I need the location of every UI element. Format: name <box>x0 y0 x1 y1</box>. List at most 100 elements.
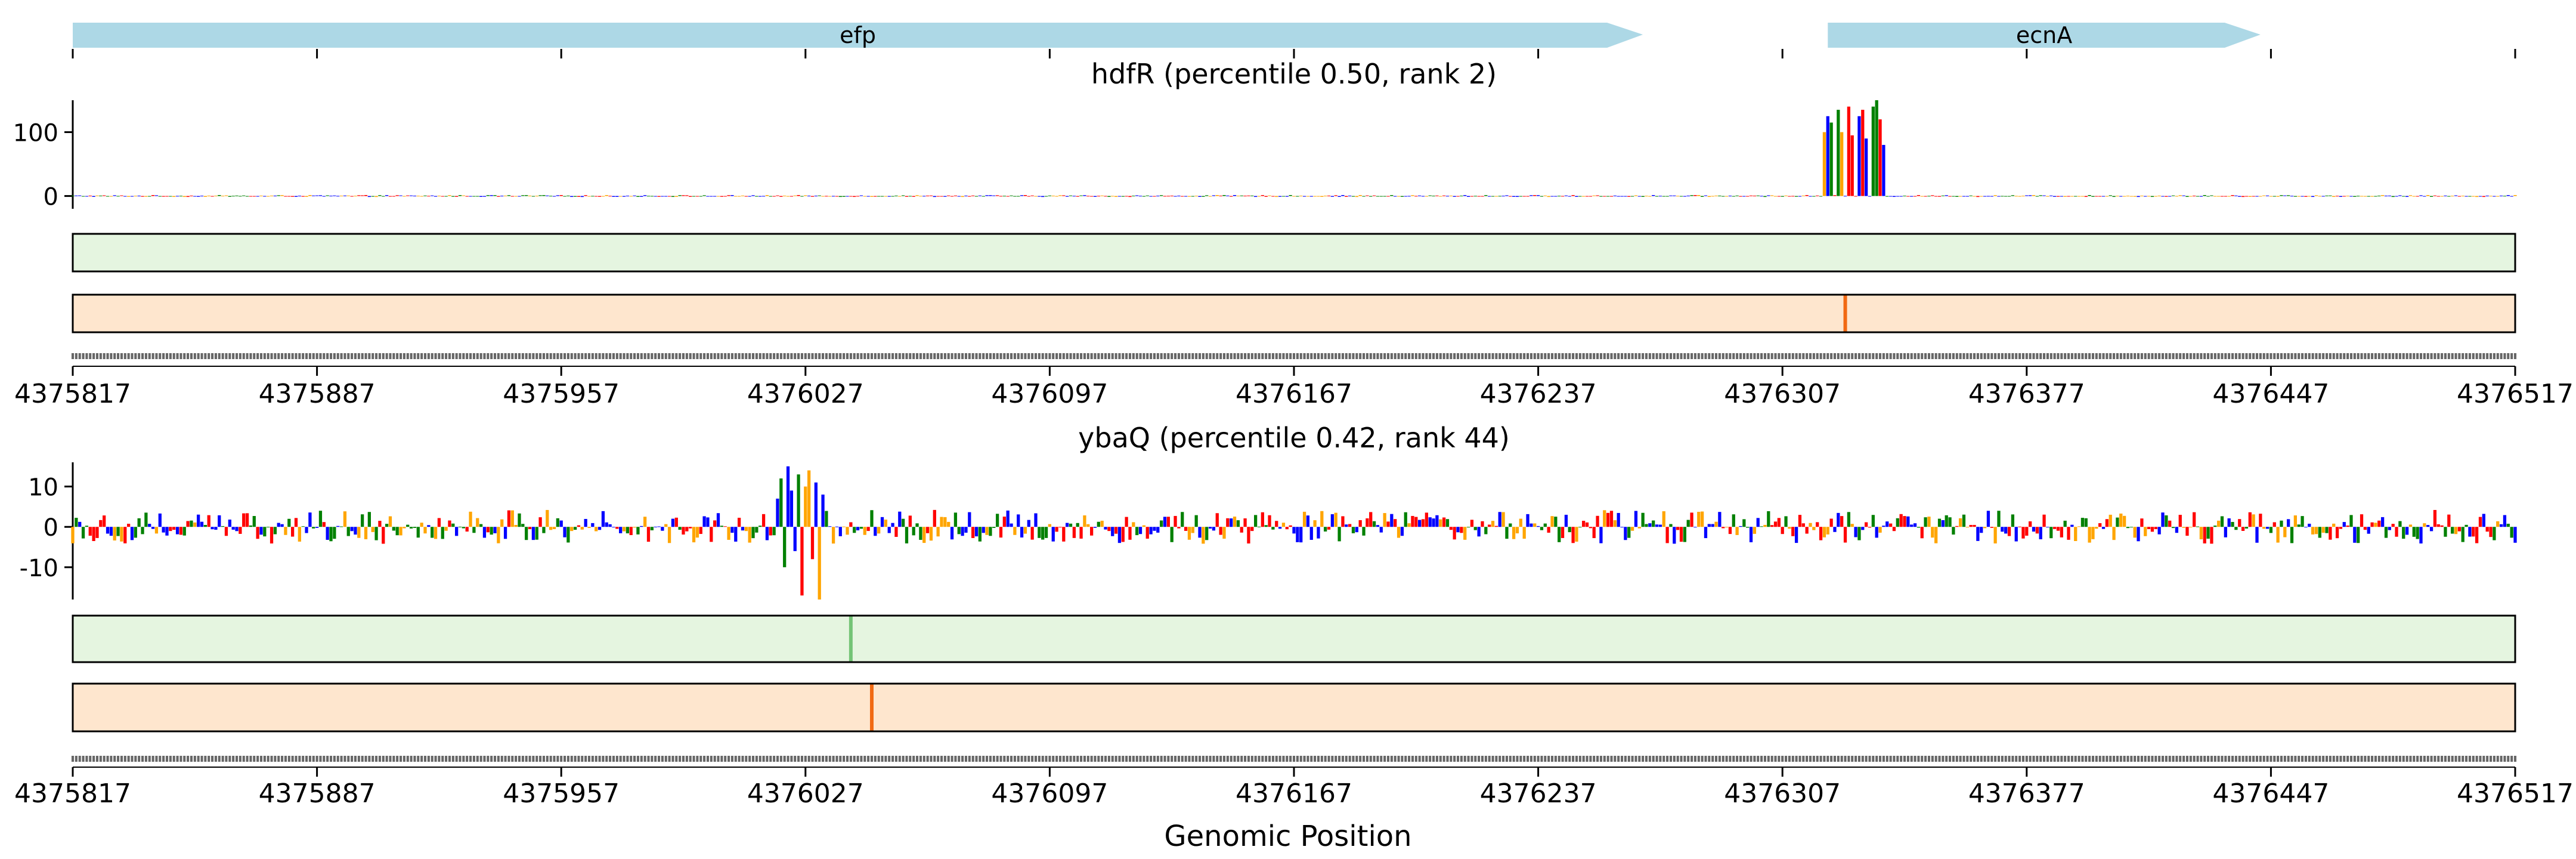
attribution-bar <box>2049 527 2053 539</box>
sequence-base <box>1219 756 1222 762</box>
sequence-base <box>1589 353 1592 359</box>
sequence-base <box>1104 353 1107 359</box>
sequence-base <box>609 353 612 359</box>
attribution-bar <box>126 196 131 197</box>
sequence-base <box>1736 353 1739 359</box>
sequence-base <box>849 756 852 762</box>
sequence-base <box>472 353 475 359</box>
sequence-base <box>891 756 894 762</box>
sequence-base <box>1174 756 1177 762</box>
sequence-base <box>1631 353 1634 359</box>
sequence-base <box>1973 756 1976 762</box>
attribution-bar <box>870 510 874 527</box>
sequence-base <box>1767 756 1770 762</box>
sequence-base <box>1861 353 1864 359</box>
attribution-bar <box>1166 517 1170 527</box>
sequence-base <box>1931 353 1934 359</box>
sequence-base <box>2465 353 2468 359</box>
sequence-base <box>1446 353 1449 359</box>
attribution-bar <box>2074 527 2077 541</box>
attribution-bar <box>1121 196 1125 197</box>
sequence-base <box>1153 756 1156 762</box>
attribution-bar <box>1655 196 1659 197</box>
attribution-bar <box>1519 518 1522 527</box>
attribution-bar <box>2238 519 2241 527</box>
sequence-base <box>839 756 842 762</box>
sequence-base <box>713 353 716 359</box>
sequence-base <box>2245 756 2248 762</box>
sequence-base <box>1708 756 1711 762</box>
sequence-base <box>591 353 594 359</box>
sequence-base <box>1114 353 1117 359</box>
sequence-base <box>1830 756 1833 762</box>
sequence-base <box>2043 353 2046 359</box>
attribution-bar <box>130 527 134 540</box>
attribution-bar <box>277 523 280 527</box>
attribution-bar <box>88 527 92 536</box>
attribution-bar <box>395 195 399 196</box>
sequence-base <box>1422 353 1425 359</box>
sequence-base <box>643 353 646 359</box>
sequence-base <box>730 353 733 359</box>
attribution-bar <box>490 195 493 196</box>
attribution-bar <box>1271 196 1275 197</box>
attribution-bar <box>786 466 790 527</box>
sequence-base <box>539 756 542 762</box>
sequence-base <box>253 756 256 762</box>
attribution-bar <box>2244 527 2249 529</box>
sequence-base <box>1128 756 1132 762</box>
sequence-base <box>246 756 249 762</box>
attribution-bar <box>263 196 267 197</box>
sequence-base <box>1181 353 1184 359</box>
attribution-bar <box>891 523 894 527</box>
sequence-base <box>1073 756 1076 762</box>
attribution-bar <box>985 195 989 196</box>
attribution-bar <box>2304 196 2308 197</box>
attribution-bar <box>1983 196 1987 197</box>
sequence-base <box>525 756 528 762</box>
sequence-base <box>1282 353 1285 359</box>
attribution-bar <box>685 527 689 532</box>
sequence-base <box>204 756 207 762</box>
attribution-bar <box>2088 195 2091 196</box>
sequence-base <box>2259 756 2262 762</box>
attribution-bar <box>772 196 776 197</box>
sequence-base <box>2015 756 2018 762</box>
sequence-base <box>546 353 549 359</box>
attribution-bar <box>870 196 874 197</box>
sequence-base <box>1286 353 1289 359</box>
sequence-base <box>1296 756 1299 762</box>
attribution-bar <box>727 195 730 196</box>
attribution-bar <box>2478 517 2482 527</box>
sequence-base <box>1352 353 1355 359</box>
sequence-base <box>382 353 385 359</box>
sequence-base <box>2395 756 2398 762</box>
sequence-base <box>626 353 629 359</box>
sequence-base <box>1736 756 1739 762</box>
sequence-base <box>375 353 378 359</box>
sequence-base <box>1401 756 1404 762</box>
sequence-base <box>2371 353 2374 359</box>
sequence-base <box>1310 353 1313 359</box>
sequence-base <box>2329 353 2332 359</box>
attribution-bar <box>378 521 382 527</box>
attribution-bar <box>267 196 270 197</box>
attribution-bar <box>486 527 490 533</box>
attribution-bar <box>1575 527 1578 542</box>
sequence-base <box>2475 756 2478 762</box>
attribution-bar <box>713 520 717 527</box>
attribution-bar <box>148 196 151 197</box>
attribution-bar <box>182 527 186 536</box>
attribution-bar <box>622 196 626 197</box>
attribution-bar <box>2308 196 2311 197</box>
sequence-base <box>127 756 130 762</box>
sequence-base <box>1987 353 1990 359</box>
sequence-base <box>326 756 329 762</box>
sequence-base <box>190 353 193 359</box>
attribution-bar <box>1034 196 1038 197</box>
sequence-base <box>1714 353 1718 359</box>
sequence-base <box>2200 353 2203 359</box>
sequence-base <box>553 353 556 359</box>
track-green-highlight <box>849 616 853 662</box>
attribution-bar <box>1205 527 1209 540</box>
